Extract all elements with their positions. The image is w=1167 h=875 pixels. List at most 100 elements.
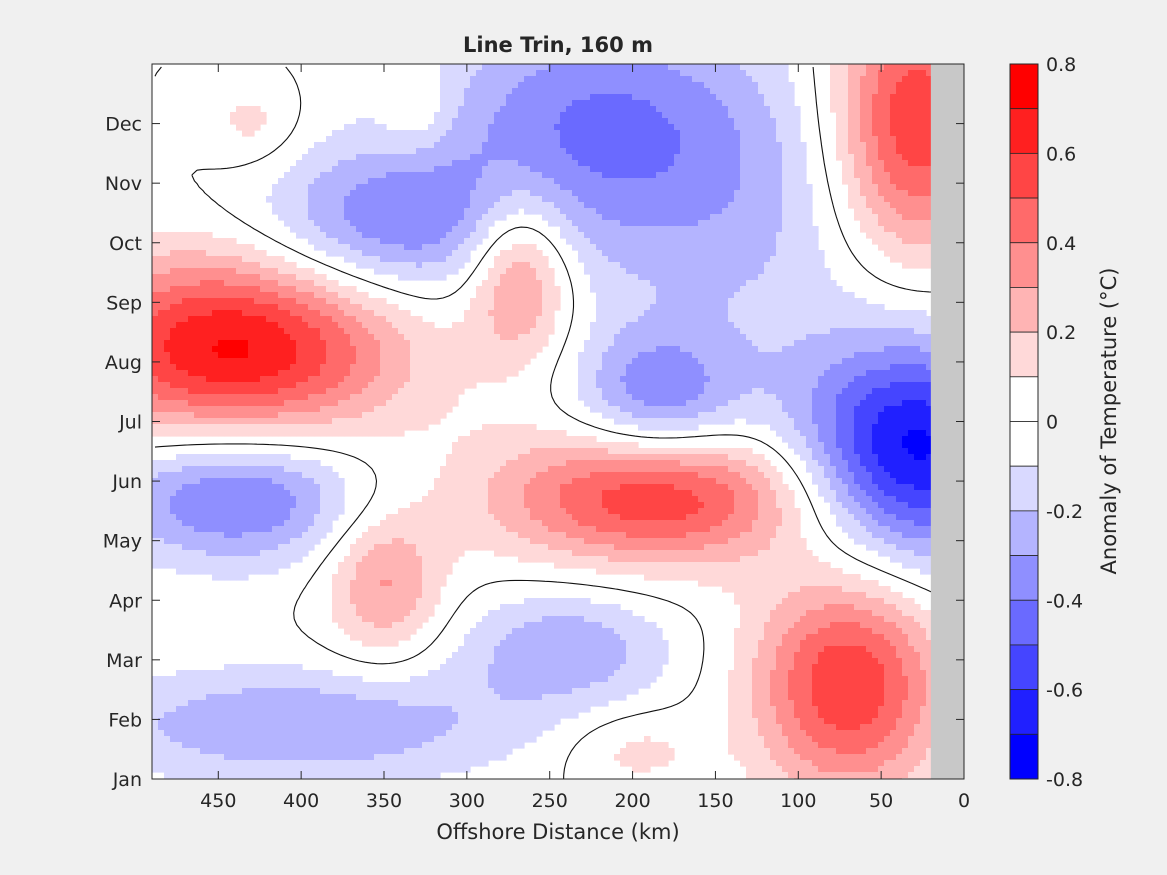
- heatmap-cell: [602, 250, 609, 257]
- heatmap-cell: [584, 64, 591, 71]
- heatmap-cell: [908, 184, 915, 191]
- heatmap-cell: [374, 352, 381, 359]
- heatmap-cell: [560, 94, 567, 101]
- heatmap-cell: [752, 268, 759, 275]
- heatmap-cell: [428, 214, 435, 221]
- heatmap-cell: [764, 142, 771, 149]
- heatmap-cell: [800, 346, 807, 353]
- heatmap-cell: [206, 346, 213, 353]
- heatmap-cell: [734, 214, 741, 221]
- heatmap-cell: [620, 112, 627, 119]
- heatmap-cell: [524, 112, 531, 119]
- heatmap-cell: [320, 286, 327, 293]
- heatmap-cell: [644, 226, 651, 233]
- heatmap-cell: [500, 172, 507, 179]
- heatmap-cell: [326, 292, 333, 299]
- heatmap-cell: [656, 214, 663, 221]
- heatmap-cell: [644, 184, 651, 191]
- heatmap-cell: [692, 250, 699, 257]
- heatmap-cell: [554, 70, 561, 77]
- heatmap-cell: [674, 100, 681, 107]
- heatmap-cell: [794, 208, 801, 215]
- heatmap-cell: [710, 124, 717, 131]
- heatmap-cell: [422, 232, 429, 239]
- heatmap-cell: [776, 304, 783, 311]
- heatmap-cell: [746, 106, 753, 113]
- heatmap-cell: [764, 304, 771, 311]
- heatmap-cell: [500, 112, 507, 119]
- heatmap-cell: [866, 106, 873, 113]
- heatmap-cell: [824, 322, 831, 329]
- heatmap-cell: [200, 238, 207, 245]
- heatmap-cell: [926, 112, 933, 119]
- heatmap-cell: [200, 244, 207, 251]
- heatmap-cell: [626, 154, 633, 161]
- heatmap-cell: [722, 148, 729, 155]
- heatmap-cell: [260, 256, 267, 263]
- heatmap-cell: [764, 340, 771, 347]
- heatmap-cell: [566, 130, 573, 137]
- heatmap-cell: [836, 112, 843, 119]
- heatmap-cell: [356, 256, 363, 263]
- heatmap-cell: [218, 346, 225, 353]
- heatmap-cell: [542, 184, 549, 191]
- heatmap-cell: [464, 124, 471, 131]
- heatmap-cell: [758, 178, 765, 185]
- heatmap-cell: [590, 208, 597, 215]
- heatmap-cell: [848, 340, 855, 347]
- heatmap-cell: [836, 340, 843, 347]
- heatmap-cell: [506, 262, 513, 269]
- heatmap-cell: [842, 124, 849, 131]
- heatmap-cell: [476, 70, 483, 77]
- heatmap-cell: [782, 184, 789, 191]
- heatmap-cell: [164, 256, 171, 263]
- heatmap-cell: [272, 286, 279, 293]
- heatmap-cell: [764, 238, 771, 245]
- heatmap-cell: [434, 154, 441, 161]
- heatmap-cell: [848, 136, 855, 143]
- heatmap-cell: [764, 286, 771, 293]
- heatmap-cell: [686, 346, 693, 353]
- heatmap-cell: [482, 100, 489, 107]
- heatmap-cell: [764, 280, 771, 287]
- heatmap-cell: [362, 340, 369, 347]
- heatmap-cell: [260, 274, 267, 281]
- heatmap-cell: [842, 316, 849, 323]
- heatmap-cell: [884, 124, 891, 131]
- heatmap-cell: [836, 334, 843, 341]
- heatmap-cell: [752, 184, 759, 191]
- heatmap-cell: [452, 136, 459, 143]
- heatmap-cell: [698, 280, 705, 287]
- heatmap-cell: [632, 202, 639, 209]
- heatmap-cell: [632, 100, 639, 107]
- heatmap-cell: [794, 286, 801, 293]
- heatmap-cell: [176, 232, 183, 239]
- heatmap-cell: [728, 220, 735, 227]
- heatmap-cell: [476, 118, 483, 125]
- heatmap-cell: [734, 226, 741, 233]
- heatmap-cell: [860, 316, 867, 323]
- heatmap-cell: [200, 232, 207, 239]
- heatmap-cell: [674, 82, 681, 89]
- heatmap-cell: [842, 154, 849, 161]
- heatmap-cell: [854, 142, 861, 149]
- heatmap-cell: [272, 298, 279, 305]
- heatmap-cell: [734, 304, 741, 311]
- heatmap-cell: [758, 256, 765, 263]
- heatmap-cell: [770, 196, 777, 203]
- heatmap-cell: [458, 130, 465, 137]
- heatmap-cell: [350, 352, 357, 359]
- heatmap-cell: [794, 334, 801, 341]
- heatmap-cell: [794, 304, 801, 311]
- heatmap-cell: [914, 166, 921, 173]
- heatmap-cell: [230, 304, 237, 311]
- heatmap-cell: [650, 190, 657, 197]
- heatmap-cell: [494, 64, 501, 71]
- heatmap-cell: [332, 250, 339, 257]
- heatmap-cell: [158, 298, 165, 305]
- heatmap-cell: [488, 64, 495, 71]
- heatmap-cell: [596, 100, 603, 107]
- heatmap-cell: [518, 184, 525, 191]
- heatmap-cell: [314, 238, 321, 245]
- heatmap-cell: [578, 130, 585, 137]
